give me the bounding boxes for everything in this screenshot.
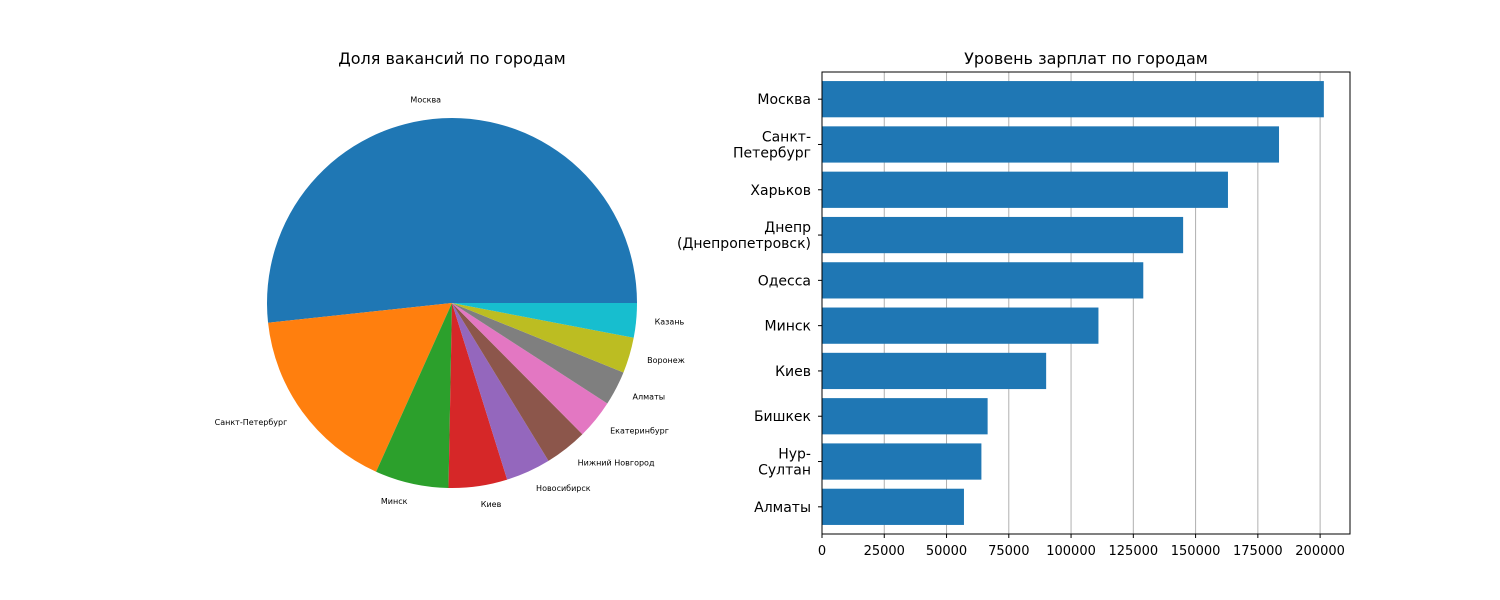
bar-москва [822,81,1324,118]
bar-chart-title: Уровень зарплат по городам [964,49,1208,68]
bar-одесса [822,262,1144,299]
pie-label-екатеринбург: Екатеринбург [610,427,669,436]
y-tick-label-одесса: Одесса [758,273,811,289]
pie-slice-минск [376,303,452,488]
pie-label-санкт-петербург: Санкт-Петербург [215,418,288,427]
pie-slice-воронеж [452,303,634,373]
pie-slice-нижний-новгород [452,303,583,461]
x-tick-label: 150000 [1171,544,1221,559]
pie-chart-title: Доля вакансий по городам [338,49,565,68]
x-tick-label: 200000 [1295,544,1345,559]
pie-label-москва: Москва [410,95,441,104]
pie-slice-казань [452,303,637,338]
bar-нур-султан [822,443,982,480]
pie-label-нижний-новгород: Нижний Новгород [578,459,655,468]
pie-slice-москва [267,118,637,323]
pie-slice-новосибирск [452,303,549,480]
x-tick-label: 0 [818,544,826,559]
x-tick-label: 125000 [1109,544,1159,559]
y-tick-label-харьков: Харьков [750,183,811,199]
bar-минск [822,307,1099,344]
x-tick-label: 175000 [1233,544,1283,559]
bar-санкт-петербург [822,126,1280,163]
bar-алматы [822,488,964,525]
pie-label-казань: Казань [655,318,685,327]
bar-харьков [822,171,1228,208]
x-tick-label: 75000 [988,544,1029,559]
y-tick-label-москва: Москва [757,92,811,108]
bar-днепр-днепропетровск [822,216,1184,254]
bar-chart: Уровень зарплат по городам Москва Санкт-П… [677,49,1351,559]
pie-slice-киев [448,303,508,489]
pie-label-алматы: Алматы [633,392,666,401]
bar-бишкек [822,398,988,435]
pie-label-воронеж: Воронеж [647,356,685,365]
y-tick-label-санкт-петербург: Санкт-Петербург [733,129,811,161]
pie-label-новосибирск: Новосибирск [536,484,591,493]
y-tick-label-алматы: Алматы [754,500,811,516]
bar-chart-frame [821,71,1351,535]
y-tick-label-днепр-днепропетровск: Днепр (Днепропетровск) [677,220,811,252]
pie-slice-алматы [452,303,624,404]
x-tick-label: 50000 [926,544,967,559]
y-tick-label-киев: Киев [775,364,811,380]
pie-slice-екатеринбург [452,303,608,435]
bar-киев [822,352,1047,390]
y-tick-label-нур-султан: Нур-Султан [758,447,811,479]
pie-label-киев: Киев [481,500,502,509]
y-tick-label-минск: Минск [765,319,811,335]
y-tick-label-бишкек: Бишкек [754,409,811,425]
pie-slice-санкт-петербург [268,303,452,472]
pie-label-минск: Минск [381,497,408,506]
x-tick-label: 100000 [1046,544,1096,559]
pie-chart: Доля вакансий по городам Москва Санкт-Пет… [215,49,685,509]
x-tick-label: 25000 [864,544,905,559]
